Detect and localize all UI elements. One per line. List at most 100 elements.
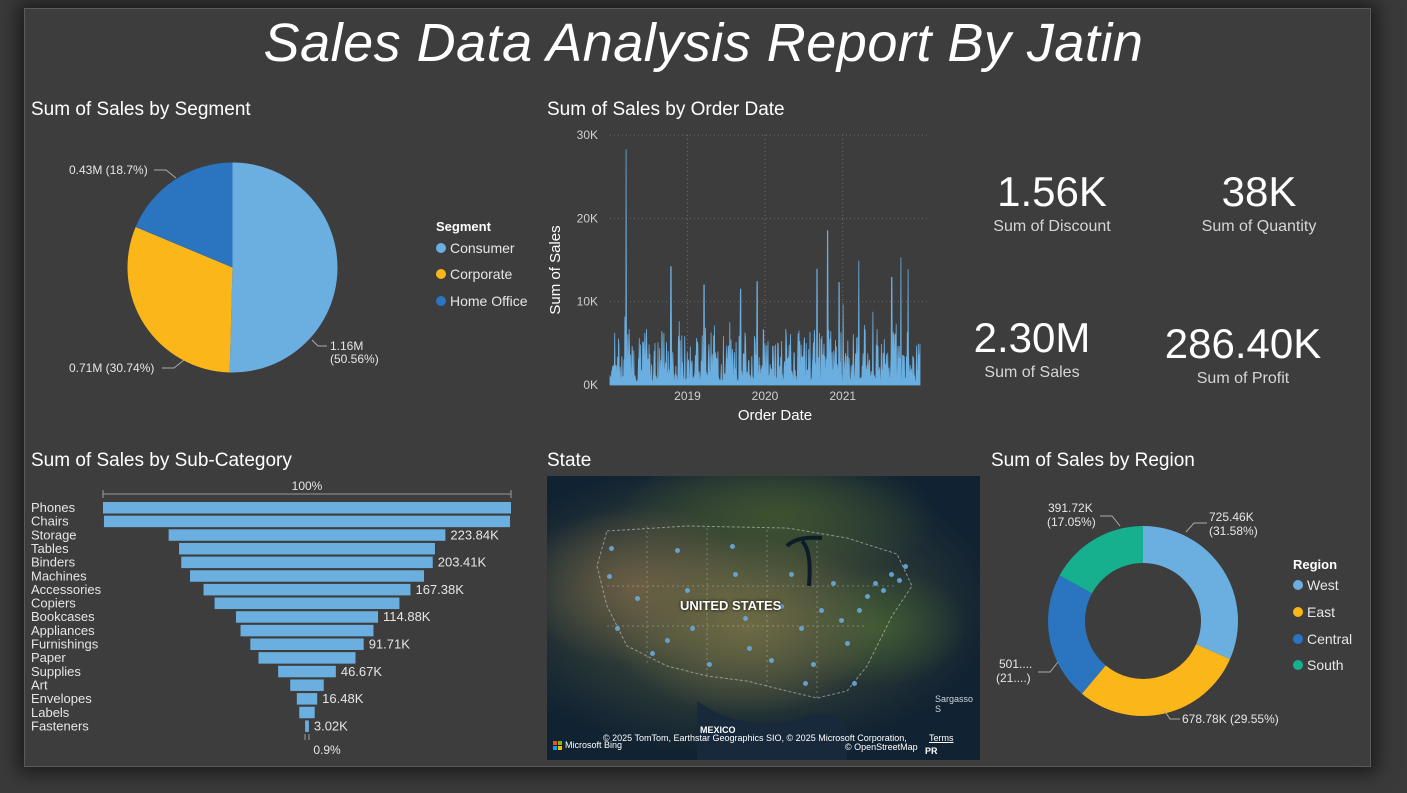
funnel-bar[interactable] bbox=[278, 665, 336, 678]
map-point[interactable] bbox=[789, 572, 794, 577]
funnel-bar[interactable] bbox=[299, 706, 315, 719]
map-point[interactable] bbox=[897, 578, 902, 583]
region-leader-lines bbox=[1038, 515, 1207, 720]
category-label: Copiers bbox=[31, 596, 76, 611]
funnel-bar[interactable] bbox=[240, 624, 374, 637]
central-slice[interactable] bbox=[1048, 575, 1106, 694]
home-office-slice[interactable] bbox=[135, 162, 233, 268]
consumer-slice[interactable] bbox=[229, 162, 338, 373]
funnel-bar[interactable] bbox=[103, 502, 511, 514]
map-point[interactable] bbox=[635, 596, 640, 601]
map-point[interactable] bbox=[675, 548, 680, 553]
category-label: Bookcases bbox=[31, 609, 95, 624]
order-date-chart-title: Sum of Sales by Order Date bbox=[547, 99, 785, 120]
funnel-bar[interactable] bbox=[235, 611, 379, 623]
legend-item-consumer[interactable]: Consumer bbox=[436, 240, 515, 256]
sales-area-series bbox=[609, 149, 921, 386]
funnel-bar[interactable] bbox=[214, 597, 400, 610]
map-point[interactable] bbox=[650, 651, 655, 656]
consumer-data-label-percent: (50.56%) bbox=[330, 352, 379, 366]
home-office-legend-dot bbox=[436, 296, 446, 306]
west-slice[interactable] bbox=[1143, 526, 1238, 660]
map-point[interactable] bbox=[803, 681, 808, 686]
map-point[interactable] bbox=[747, 646, 752, 651]
funnel-bar[interactable] bbox=[258, 652, 356, 664]
south-slice[interactable] bbox=[1059, 526, 1143, 594]
funnel-bar[interactable] bbox=[203, 583, 411, 596]
y-tick-label: 20K bbox=[577, 211, 598, 225]
map-point[interactable] bbox=[873, 581, 878, 586]
south-data-label-value: 391.72K bbox=[1048, 501, 1093, 515]
legend-item-home-office[interactable]: Home Office bbox=[436, 293, 528, 309]
map-point[interactable] bbox=[857, 608, 862, 613]
map-point[interactable] bbox=[865, 594, 870, 599]
south-legend-label: South bbox=[1307, 657, 1344, 673]
region-donut-chart[interactable] bbox=[1036, 514, 1250, 728]
funnel-bar[interactable] bbox=[168, 529, 446, 541]
category-label: Storage bbox=[31, 527, 77, 542]
map-point[interactable] bbox=[609, 546, 614, 551]
funnel-bar[interactable] bbox=[190, 570, 424, 582]
funnel-bar[interactable] bbox=[250, 638, 364, 651]
category-label: Appliances bbox=[31, 623, 95, 638]
funnel-bar[interactable] bbox=[290, 679, 324, 691]
state-map[interactable]: UNITED STATES MEXICO Sargasso S Microsof… bbox=[547, 476, 980, 760]
legend-item-west[interactable]: West bbox=[1293, 577, 1339, 593]
category-label: Labels bbox=[31, 705, 70, 720]
map-terms-link[interactable]: Terms bbox=[929, 733, 954, 743]
segment-pie-chart[interactable] bbox=[120, 155, 345, 380]
map-point[interactable] bbox=[779, 604, 784, 609]
funnel-bar[interactable] bbox=[181, 556, 433, 569]
corporate-leader-line bbox=[162, 359, 185, 369]
map-point[interactable] bbox=[845, 641, 850, 646]
state-map-title: State bbox=[547, 450, 592, 471]
map-point[interactable] bbox=[831, 581, 836, 586]
funnel-bar[interactable] bbox=[103, 515, 511, 528]
category-label: Machines bbox=[31, 568, 87, 583]
map-osm-link[interactable]: © OpenStreetMap bbox=[845, 742, 918, 752]
category-label: Tables bbox=[31, 541, 69, 556]
funnel-bar[interactable] bbox=[296, 693, 318, 705]
map-point[interactable] bbox=[852, 681, 857, 686]
east-slice[interactable] bbox=[1081, 644, 1230, 716]
map-point[interactable] bbox=[685, 588, 690, 593]
map-point[interactable] bbox=[839, 618, 844, 623]
home-office-legend-label: Home Office bbox=[450, 293, 528, 309]
map-point[interactable] bbox=[743, 616, 748, 621]
east-legend-dot bbox=[1293, 607, 1303, 617]
category-label: Art bbox=[31, 677, 48, 692]
legend-item-east[interactable]: East bbox=[1293, 604, 1335, 620]
funnel-bottom-label: 0.9% bbox=[313, 743, 341, 757]
map-point[interactable] bbox=[730, 544, 735, 549]
map-point[interactable] bbox=[903, 564, 908, 569]
category-label: Accessories bbox=[31, 582, 102, 597]
corporate-legend-dot bbox=[436, 269, 446, 279]
funnel-bar[interactable] bbox=[305, 720, 309, 732]
map-point[interactable] bbox=[665, 638, 670, 643]
legend-item-central[interactable]: Central bbox=[1293, 631, 1352, 647]
map-point[interactable] bbox=[690, 626, 695, 631]
legend-item-corporate[interactable]: Corporate bbox=[436, 266, 512, 282]
y-axis-label: Sum of Sales bbox=[547, 225, 564, 314]
map-point[interactable] bbox=[615, 626, 620, 631]
funnel-bar[interactable] bbox=[179, 542, 435, 555]
consumer-leader-line bbox=[311, 339, 327, 347]
corporate-slice[interactable] bbox=[127, 226, 233, 373]
map-point[interactable] bbox=[811, 662, 816, 667]
bing-logo: Microsoft Bing bbox=[553, 740, 622, 750]
map-point[interactable] bbox=[707, 662, 712, 667]
category-label: Binders bbox=[31, 555, 76, 570]
map-point[interactable] bbox=[889, 572, 894, 577]
map-point[interactable] bbox=[607, 574, 612, 579]
category-label: Phones bbox=[31, 500, 76, 515]
legend-item-south[interactable]: South bbox=[1293, 657, 1344, 673]
central-legend-label: Central bbox=[1307, 631, 1353, 647]
map-point[interactable] bbox=[881, 588, 886, 593]
order-date-area-chart[interactable]: 0K 10K 20K 30K 2019 2020 2021 Order Date Sum of … bbox=[540, 120, 940, 430]
category-label: Paper bbox=[31, 650, 66, 665]
map-point[interactable] bbox=[799, 626, 804, 631]
map-point[interactable] bbox=[819, 608, 824, 613]
map-point[interactable] bbox=[733, 572, 738, 577]
map-point[interactable] bbox=[769, 658, 774, 663]
